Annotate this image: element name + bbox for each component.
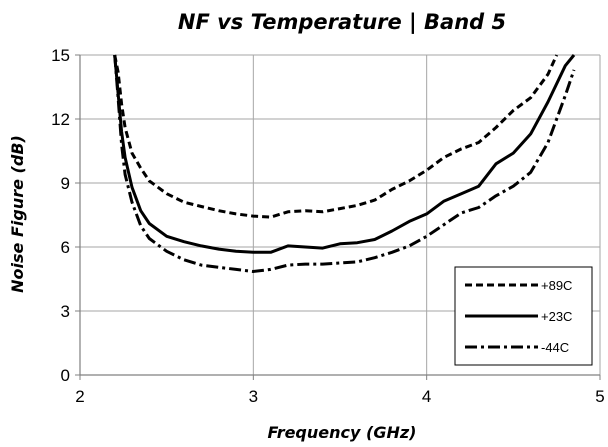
y-axis: 0 3 6 9 12 15 (51, 46, 80, 385)
chart-title: NF vs Temperature | Band 5 (178, 10, 506, 35)
x-tick-label: 3 (249, 387, 258, 406)
y-tick-label: 6 (61, 238, 70, 257)
y-tick-label: 12 (51, 110, 70, 129)
legend-label-2: -44C (541, 340, 569, 355)
x-tick-label: 4 (422, 387, 431, 406)
series-line-2 (113, 54, 576, 273)
y-tick-label: 3 (61, 302, 70, 321)
x-tick-label: 5 (595, 387, 604, 406)
legend: +89C +23C -44C (454, 266, 593, 366)
legend-label-1: +23C (541, 309, 572, 324)
y-tick-label: 0 (61, 366, 70, 385)
plot-area (113, 54, 576, 273)
x-axis: 2 3 4 5 (75, 375, 605, 406)
series-line-0 (113, 54, 559, 219)
y-tick-label: 9 (61, 174, 70, 193)
legend-label-0: +89C (541, 278, 572, 293)
y-axis-label: Noise Figure (dB) (8, 135, 27, 293)
x-axis-label: Frequency (GHz) (268, 423, 417, 442)
x-tick-label: 2 (75, 387, 84, 406)
gridlines (79, 54, 601, 376)
series-line-1 (113, 54, 576, 254)
y-tick-label: 15 (51, 46, 70, 65)
